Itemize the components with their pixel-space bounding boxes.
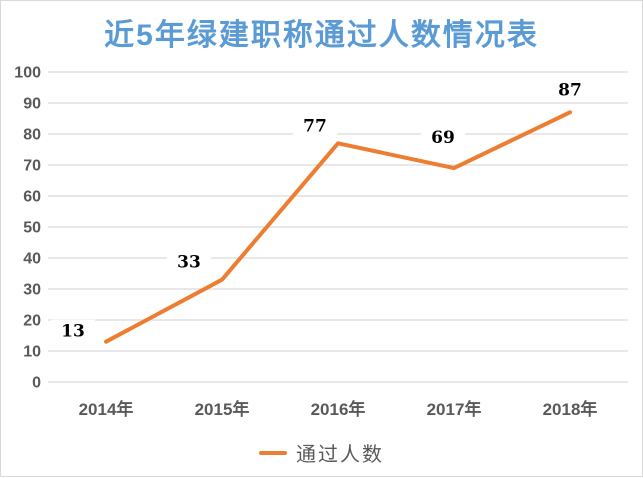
legend-line-swatch-icon	[259, 450, 287, 455]
y-axis-tick-label: 70	[23, 158, 41, 175]
data-label-background	[51, 319, 95, 342]
series-line-passers	[104, 110, 572, 344]
y-axis-tick-label: 80	[23, 127, 41, 144]
x-axis-tick-label: 2014年	[79, 399, 134, 419]
y-axis-tick-label: 0	[32, 375, 41, 392]
data-label-background	[548, 78, 592, 101]
data-label-background	[421, 126, 465, 149]
legend: 通过人数	[1, 438, 642, 467]
data-point-label: 13	[61, 322, 85, 342]
y-axis-tick-label: 100	[14, 65, 41, 82]
x-axis-tick-label: 2016年	[311, 399, 366, 419]
y-axis-tick-label: 50	[23, 220, 41, 237]
data-point-label: 77	[303, 116, 327, 136]
y-axis-tick-label: 10	[23, 344, 41, 361]
x-axis-tick-label: 2017年	[427, 399, 482, 419]
chart-title: 近5年绿建职称通过人数情况表	[104, 19, 539, 52]
y-axis-tick-label: 20	[23, 313, 41, 330]
data-label-background	[167, 250, 211, 273]
y-axis-tick-label: 40	[23, 251, 41, 268]
y-axis-tick-label: 60	[23, 189, 41, 206]
y-axis-tick-label: 30	[23, 282, 41, 299]
data-point-label: 87	[558, 80, 582, 100]
y-axis-tick-label: 90	[23, 96, 41, 113]
x-axis-tick-label: 2015年	[195, 399, 250, 419]
x-axis-tick-label: 2018年	[543, 399, 598, 419]
data-point-label: 69	[431, 128, 455, 148]
data-point-label: 33	[177, 253, 201, 273]
legend-series-label: 通过人数	[296, 444, 384, 466]
data-label-background	[293, 114, 337, 137]
